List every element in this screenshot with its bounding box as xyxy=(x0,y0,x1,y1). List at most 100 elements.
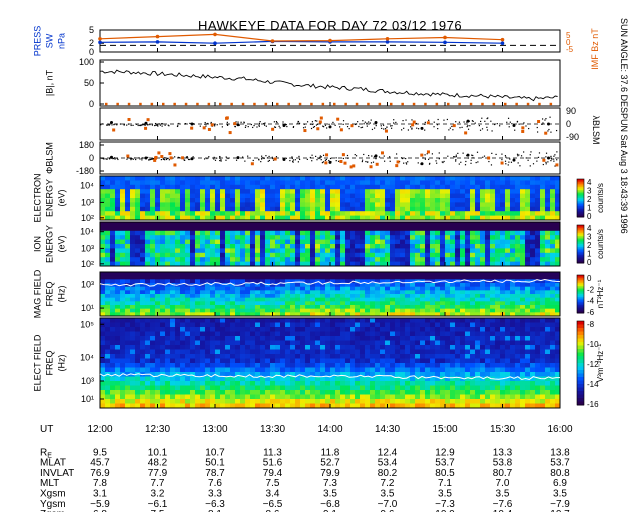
phi-dot-55 xyxy=(523,151,525,153)
magfield-cell-78-9 xyxy=(490,305,496,310)
ion-cell-40-7 xyxy=(300,252,306,258)
magfield-cell-57-3 xyxy=(385,283,391,288)
efield-cell-3-15 xyxy=(115,385,121,391)
electron-cell-42-4 xyxy=(310,193,316,199)
efield-cell-21-3 xyxy=(205,331,211,337)
magfield-cell-78-6 xyxy=(490,294,496,299)
magfield-cell-39-5 xyxy=(295,290,301,295)
ion-cell-89-4 xyxy=(545,239,551,245)
efield-cell-56-17 xyxy=(380,394,386,400)
efield-cell-51-13 xyxy=(355,376,361,382)
lambda-dot-240 xyxy=(164,124,166,126)
electron-cell-65-0 xyxy=(425,176,431,181)
ion-cell-9-8 xyxy=(145,257,151,262)
phi-dot-256 xyxy=(556,151,558,153)
phi-dot-98 xyxy=(225,159,227,161)
magfield-cell-47-7 xyxy=(335,297,341,302)
phi-point-6 xyxy=(374,154,378,158)
lambda-dot-16 xyxy=(323,126,325,128)
magfield-cell-89-10 xyxy=(545,308,551,313)
ion-cell-6-9 xyxy=(130,261,136,267)
ion-cell-82-7 xyxy=(510,252,516,258)
ion-cell-78-2 xyxy=(490,230,496,236)
electron-cell-91-0 xyxy=(555,176,561,181)
electron-cell-82-4 xyxy=(510,193,516,199)
ion-cell-43-5 xyxy=(315,244,321,249)
electron-cell-78-5 xyxy=(490,198,496,203)
magfield-cell-73-8 xyxy=(465,301,471,306)
efield-cell-35-9 xyxy=(275,358,281,364)
electron-cbar-step-14 xyxy=(577,201,584,204)
electron-cell-63-0 xyxy=(415,176,421,181)
magfield-cell-90-7 xyxy=(550,297,556,302)
ion-cell-19-7 xyxy=(195,252,201,258)
electron-cell-66-8 xyxy=(430,211,436,216)
efield-cell-30-13 xyxy=(250,376,256,382)
lambda-dot-165 xyxy=(415,122,418,125)
electron-cell-89-3 xyxy=(545,189,551,194)
electron-cell-21-6 xyxy=(205,202,211,208)
lambda-dot-131 xyxy=(486,129,489,131)
efield-cell-8-13 xyxy=(140,376,146,382)
magfield-cell-23-7 xyxy=(215,297,221,302)
efield-cell-48-4 xyxy=(340,336,346,341)
ion-cell-71-5 xyxy=(455,244,461,249)
electron-cell-49-4 xyxy=(345,193,351,199)
btot-base-mark-33 xyxy=(481,102,484,106)
magfield-cell-62-7 xyxy=(410,297,416,302)
efield-cell-28-3 xyxy=(240,331,246,337)
lambda-dot-56 xyxy=(123,124,125,126)
electron-cell-12-5 xyxy=(160,198,166,203)
magfield-cell-74-7 xyxy=(470,297,476,302)
magfield-cell-36-11 xyxy=(280,312,286,317)
magfield-cell-69-2 xyxy=(445,279,451,284)
electron-cell-73-8 xyxy=(465,211,471,216)
magfield-cell-61-7 xyxy=(405,297,411,302)
efield-cell-32-6 xyxy=(260,345,266,350)
magfield-cell-62-6 xyxy=(410,294,416,299)
electron-cell-69-9 xyxy=(445,215,451,221)
ion-cell-57-5 xyxy=(385,244,391,249)
magfield-cell-32-1 xyxy=(260,275,266,280)
lambda-dot-200 xyxy=(144,124,146,126)
lambda-dot-132 xyxy=(161,125,163,127)
magfield-cell-73-6 xyxy=(465,294,471,299)
ion-cell-3-6 xyxy=(115,248,121,254)
magfield-cell-43-1 xyxy=(315,275,321,280)
efield-cell-16-4 xyxy=(180,336,186,341)
ion-cell-84-8 xyxy=(520,257,526,262)
lambda-dot-92 xyxy=(243,122,245,124)
magfield-cbar-step-21 xyxy=(577,308,584,311)
ion-cell-17-7 xyxy=(185,252,191,258)
ion-cell-4-8 xyxy=(120,257,126,262)
magfield-cell-62-10 xyxy=(410,308,416,313)
magfield-cell-80-6 xyxy=(500,294,506,299)
magfield-cell-85-0 xyxy=(525,272,531,277)
phi-dot-83 xyxy=(455,156,457,158)
ion-cell-10-0 xyxy=(150,222,156,227)
magfield-cell-87-6 xyxy=(535,294,541,299)
electron-cell-55-9 xyxy=(375,215,381,221)
magfield-cell-32-0 xyxy=(260,272,266,277)
magfield-cell-16-5 xyxy=(180,290,186,295)
ion-cell-31-2 xyxy=(255,230,261,236)
ion-cell-17-3 xyxy=(185,235,191,240)
press-point-0-0 xyxy=(98,40,102,45)
ion-cell-2-5 xyxy=(110,244,116,249)
electron-cell-0-0 xyxy=(100,176,106,181)
ion-cell-49-4 xyxy=(345,239,351,245)
electron-cell-19-1 xyxy=(195,180,201,186)
magfield-cell-82-10 xyxy=(510,308,516,313)
ion-cell-35-7 xyxy=(275,252,281,258)
electron-cell-65-9 xyxy=(425,215,431,221)
ion-cell-30-1 xyxy=(250,226,256,232)
ion-cell-39-7 xyxy=(295,252,301,258)
electron-cell-72-4 xyxy=(460,193,466,199)
magfield-cell-68-7 xyxy=(440,297,446,302)
magfield-cell-57-8 xyxy=(385,301,391,306)
efield-cell-12-9 xyxy=(160,358,166,364)
efield-cell-26-16 xyxy=(230,390,236,395)
efield-cell-41-6 xyxy=(305,345,311,350)
magfield-cell-33-11 xyxy=(265,312,271,317)
magfield-cell-87-5 xyxy=(535,290,541,295)
